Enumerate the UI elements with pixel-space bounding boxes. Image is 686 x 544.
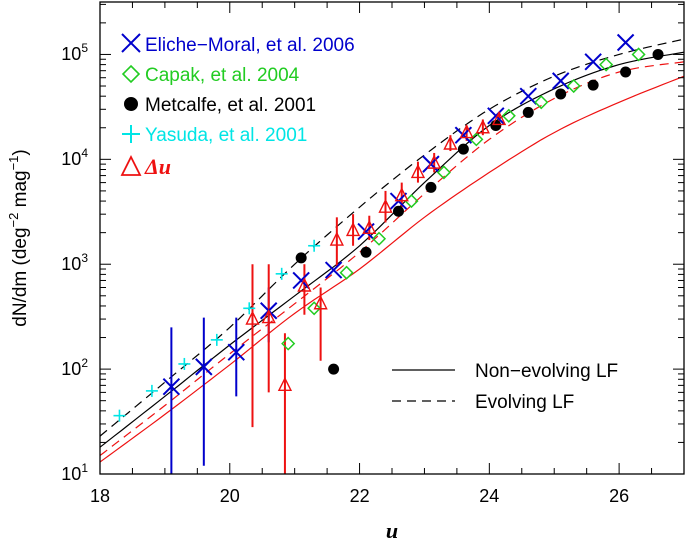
delta_u-point [378, 198, 393, 213]
capak-point [436, 165, 451, 180]
x-tick-label: 22 [350, 486, 370, 506]
eliche-point [552, 72, 570, 90]
x-tick-label: 26 [609, 486, 629, 506]
capak-point [631, 47, 646, 62]
legend-yasuda-marker [122, 125, 140, 143]
eliche-point [324, 261, 343, 279]
legend-capak-label: Capak, et al. 2004 [145, 65, 300, 86]
model-curve-evolving-red [99, 61, 685, 456]
delta_u-point [329, 231, 344, 246]
delta_u-point [491, 110, 507, 126]
metcalfe-point [620, 66, 632, 78]
yasuda-point [243, 302, 256, 315]
model-curves [99, 38, 685, 463]
delta_u-point [459, 123, 474, 139]
delta_u-point [245, 310, 260, 325]
y-tick-label: 102 [61, 356, 88, 379]
capak-point [339, 265, 354, 280]
delta_u-point [427, 154, 442, 169]
yasuda-point [308, 239, 321, 252]
capak-point [371, 231, 387, 246]
error-bars [170, 112, 501, 474]
delta_u-point [277, 376, 293, 392]
legend-non-evolving-label: Non−evolving LF [475, 361, 618, 382]
yasuda-point [210, 333, 223, 346]
yasuda-point [145, 384, 158, 397]
x-tick-label: 20 [220, 486, 240, 506]
y-tick-label: 105 [61, 41, 88, 64]
x-tick-label: 24 [479, 486, 499, 506]
model-curve-evolving-black [99, 38, 685, 437]
yasuda-point [178, 357, 191, 370]
eliche-point [487, 107, 505, 125]
y-tick-label: 101 [61, 461, 88, 484]
metcalfe-point [490, 120, 502, 132]
eliche-point [616, 33, 635, 52]
metcalfe-point [652, 48, 664, 60]
capak-point [566, 78, 581, 94]
yasuda-point [275, 267, 288, 280]
model-curve-non-evolving-black [99, 51, 685, 448]
legend-markers [120, 33, 142, 176]
eliche-point [162, 377, 181, 396]
metcalfe-point [425, 181, 437, 193]
delta_u-point [345, 221, 361, 237]
x-tick-label: 18 [90, 486, 110, 506]
capak-point [281, 336, 296, 351]
delta_u-point [443, 135, 458, 150]
delta_u-point [475, 119, 490, 134]
metcalfe-point [522, 106, 534, 118]
delta_u-point [297, 277, 312, 292]
legend-capak-marker [121, 64, 141, 84]
model-curve-non-evolving-red [99, 75, 685, 463]
eliche-point [195, 358, 213, 376]
legend-yasuda-label: Yasuda, et al. 2001 [145, 125, 307, 146]
capak-point [534, 95, 549, 110]
metcalfe-point [392, 205, 404, 217]
capak-point [307, 301, 322, 316]
yasuda-point [113, 409, 126, 422]
capak-point [599, 57, 614, 72]
legend-metcalfe-label: Metcalfe, et al. 2001 [145, 95, 316, 116]
delta_u-point [394, 187, 409, 202]
delta_u-point [410, 163, 426, 179]
metcalfe-point [360, 246, 372, 258]
legend-delta-u-label: Δu [144, 154, 171, 179]
delta_u-point [313, 295, 328, 310]
eliche-point [227, 343, 245, 361]
metcalfe-point [555, 88, 567, 100]
delta_u-point [261, 309, 276, 324]
eliche-point [519, 87, 537, 105]
metcalfe-point [295, 252, 307, 264]
delta_u-point [362, 219, 377, 235]
eliche-point [584, 53, 602, 71]
axis-ticks [99, 2, 685, 475]
data-markers [113, 33, 664, 422]
eliche-point [292, 271, 310, 290]
legend-delta-u-marker [120, 154, 142, 176]
capak-point [501, 108, 516, 123]
y-axis-label: dN/dm (deg−2 mag−1) [6, 149, 31, 327]
legend-eliche-marker [121, 33, 141, 53]
y-tick-label: 103 [61, 251, 88, 274]
metcalfe-point [587, 79, 599, 91]
legend-metcalfe-marker [124, 97, 138, 111]
legend-evolving-label: Evolving LF [475, 392, 574, 413]
x-axis-label: u [386, 518, 398, 543]
y-tick-label: 104 [61, 146, 88, 169]
metcalfe-point [457, 143, 469, 155]
legend-eliche-label: Eliche−Moral, et al. 2006 [145, 35, 355, 56]
metcalfe-point [328, 363, 340, 375]
